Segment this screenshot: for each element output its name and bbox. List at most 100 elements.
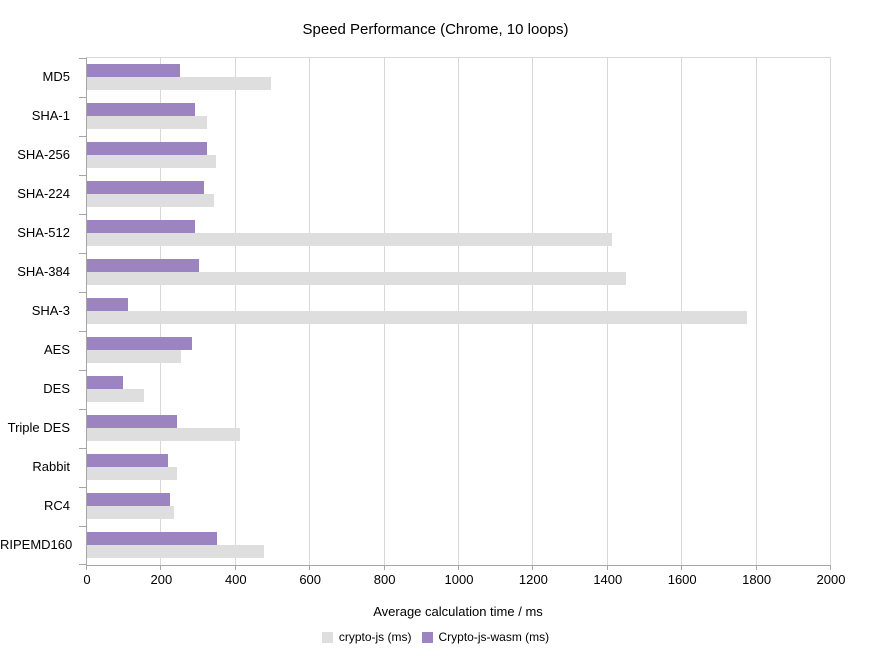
bar — [87, 389, 144, 402]
x-axis-tick — [383, 565, 385, 570]
legend-marker-icon — [321, 631, 333, 643]
bar — [87, 350, 182, 363]
y-axis-tick — [79, 487, 87, 488]
x-axis-tick — [681, 565, 683, 570]
category-label: RC4 — [43, 498, 70, 513]
y-axis-tick — [79, 97, 87, 98]
y-axis-tick — [79, 370, 87, 371]
x-axis-tick — [309, 565, 311, 570]
x-axis-tick — [830, 565, 831, 570]
category-row — [87, 253, 831, 292]
bar — [87, 181, 204, 194]
category-label: SHA-512 — [17, 225, 70, 240]
category-label: RIPEMD160 — [0, 537, 73, 552]
chart-title: Speed Performance (Chrome, 10 loops) — [302, 21, 569, 38]
category-row — [87, 409, 831, 448]
bar — [87, 155, 217, 168]
y-axis-tick — [79, 292, 87, 293]
category-label: SHA-256 — [17, 147, 70, 162]
legend: crypto-js (ms) Crypto-js-wasm (ms) — [0, 630, 871, 644]
category-row — [87, 58, 831, 97]
bar — [87, 77, 272, 90]
bar — [87, 103, 196, 116]
y-axis-category-labels: MD5 SHA-1 SHA-256 SHA-224 SHA-512 SHA-384 SHA-… — [0, 57, 78, 564]
x-axis-tick-label: 200 — [150, 572, 173, 587]
x-axis-tick-label: 400 — [224, 572, 247, 587]
x-axis-tick — [234, 565, 236, 570]
x-axis-tick-label: 1000 — [444, 572, 474, 587]
category-row — [87, 370, 831, 409]
legend-label: Crypto-js-wasm (ms) — [438, 630, 550, 644]
bar — [87, 428, 240, 441]
category-row — [87, 331, 831, 370]
bar — [87, 116, 207, 129]
y-axis-tick — [79, 214, 87, 215]
y-axis-tick — [79, 58, 87, 59]
y-axis-tick — [79, 448, 87, 449]
gridline — [830, 58, 831, 565]
bar — [87, 298, 128, 311]
bar — [87, 272, 627, 285]
category-label: SHA-3 — [31, 303, 70, 318]
bar — [87, 493, 170, 506]
legend-item: crypto-js (ms) — [321, 630, 412, 644]
y-axis-tick — [79, 564, 87, 565]
bar — [87, 259, 200, 272]
bar — [87, 311, 748, 324]
category-row — [87, 136, 831, 175]
x-axis-tick — [755, 565, 757, 570]
x-axis-tick-label: 1200 — [518, 572, 548, 587]
bar — [87, 467, 177, 480]
category-row — [87, 175, 831, 214]
category-label: DES — [43, 381, 70, 396]
gridline — [755, 58, 757, 565]
legend-label: crypto-js (ms) — [338, 630, 412, 644]
x-axis-tick — [532, 565, 534, 570]
y-axis-tick — [79, 136, 87, 137]
category-label: SHA-384 — [17, 264, 70, 279]
legend-marker-icon — [421, 631, 433, 643]
y-axis-tick — [79, 331, 87, 332]
bar — [87, 506, 174, 519]
category-label: AES — [43, 342, 70, 357]
bar — [87, 194, 214, 207]
y-axis-tick — [79, 409, 87, 410]
bar — [87, 64, 180, 77]
bar — [87, 454, 168, 467]
y-axis-tick — [79, 253, 87, 254]
x-axis-tick — [86, 565, 87, 570]
x-axis-tick — [458, 565, 459, 570]
x-axis-tick-label: 1600 — [667, 572, 697, 587]
category-label: MD5 — [42, 69, 70, 84]
x-axis-tick — [160, 565, 162, 570]
x-axis-tick-label: 1400 — [593, 572, 623, 587]
x-axis-tick-label: 0 — [83, 572, 91, 587]
category-row — [87, 526, 831, 565]
category-label: SHA-1 — [31, 108, 70, 123]
legend-item: Crypto-js-wasm (ms) — [421, 630, 550, 644]
bar — [87, 545, 265, 558]
x-axis-tick-label: 800 — [373, 572, 396, 587]
category-row — [87, 448, 831, 487]
bar — [87, 532, 217, 545]
bar — [87, 376, 124, 389]
category-label: Rabbit — [32, 459, 70, 474]
category-row — [87, 214, 831, 253]
category-row — [87, 487, 831, 526]
x-axis-tick-label: 600 — [299, 572, 322, 587]
y-axis-tick — [79, 526, 87, 527]
category-label: SHA-224 — [17, 186, 70, 201]
bar — [87, 415, 178, 428]
x-axis-tick-label: 1800 — [742, 572, 772, 587]
category-row — [87, 97, 831, 136]
x-axis-title: Average calculation time / ms — [373, 604, 543, 619]
x-axis-tick-label: 2000 — [816, 572, 846, 587]
plot-area: 0 200 400 600 800 1000 1200 1400 1600 1800 2000 — [79, 57, 845, 587]
category-row — [87, 292, 831, 331]
category-label: Triple DES — [7, 420, 70, 435]
bar — [87, 142, 208, 155]
bar — [87, 220, 196, 233]
bar — [87, 337, 192, 350]
x-axis-tick — [606, 565, 608, 570]
